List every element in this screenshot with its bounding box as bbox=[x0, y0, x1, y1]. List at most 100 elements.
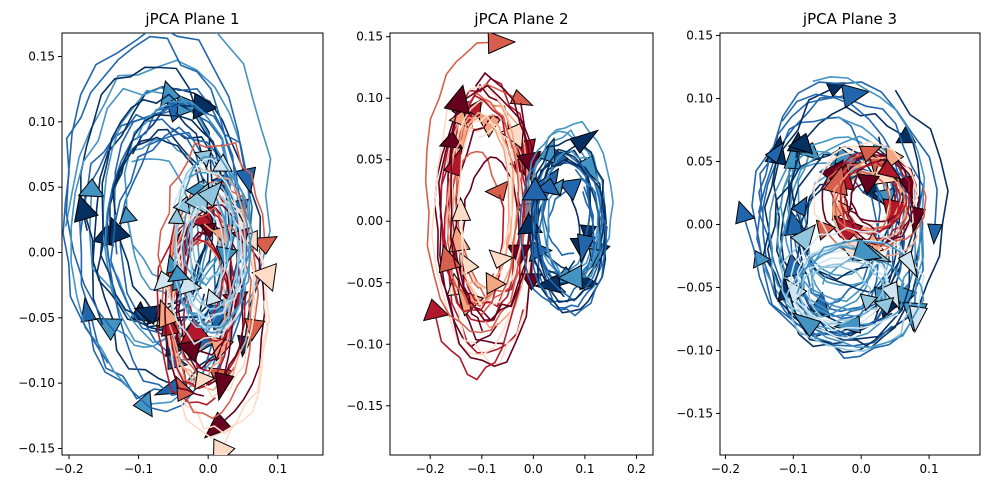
trajectory-line bbox=[822, 256, 905, 326]
trajectory-line bbox=[460, 128, 524, 310]
trajectory-line bbox=[180, 158, 254, 331]
trajectory-line bbox=[453, 113, 535, 345]
trajectory-arrowhead bbox=[167, 207, 185, 225]
x-tick-label: 0.1 bbox=[920, 462, 939, 476]
trajectory-arrowhead bbox=[927, 223, 943, 246]
y-tick-label: 0.00 bbox=[686, 217, 713, 231]
chart-title-2: jPCA Plane 2 bbox=[473, 10, 568, 28]
x-tick-label: 0.1 bbox=[575, 462, 594, 476]
y-tick-label: 0.05 bbox=[28, 180, 55, 194]
trajectory-arrowhead bbox=[194, 370, 216, 391]
ticks-2: −0.2 −0.1 0.0 0.1 0.2 −0.15 −0.10 −0.05 0.00 0.05… bbox=[346, 30, 646, 476]
trajectory-line bbox=[826, 145, 919, 255]
chart-title-3: jPCA Plane 3 bbox=[802, 10, 897, 28]
y-tick-label: −0.15 bbox=[18, 441, 55, 455]
trajectory-arrowhead bbox=[533, 273, 562, 294]
trajectory-line bbox=[62, 35, 241, 364]
trajectory-arrowhead bbox=[577, 233, 596, 264]
trajectory-arrowhead bbox=[73, 194, 99, 223]
trajectory-arrowhead bbox=[167, 264, 191, 283]
trajectory-line bbox=[91, 86, 262, 337]
trajectory-arrowhead bbox=[153, 270, 180, 292]
y-tick-label: 0.00 bbox=[356, 214, 383, 228]
x-tick-label: −0.1 bbox=[779, 462, 808, 476]
plot-panel-1: jPCA Plane 1 −0.2 −0.1 0.0 0.1−0.15−0.10−0.… bbox=[18, 10, 324, 476]
y-tick-label: 0.10 bbox=[686, 92, 713, 106]
trajectory-arrowhead bbox=[851, 237, 883, 263]
y-tick-label: −0.05 bbox=[18, 311, 55, 325]
trajectory-arrowhead bbox=[485, 271, 507, 295]
trajectory-line bbox=[451, 98, 533, 329]
trajectories-3 bbox=[735, 75, 949, 360]
trajectory-line bbox=[173, 180, 239, 329]
trajectory-arrowhead bbox=[158, 298, 180, 329]
trajectory-line bbox=[789, 174, 881, 319]
trajectory-arrowhead bbox=[80, 296, 97, 323]
trajectory-arrowhead bbox=[487, 33, 517, 55]
trajectory-arrowhead bbox=[215, 245, 239, 267]
trajectory-line bbox=[189, 195, 241, 310]
x-tick-label: 0.1 bbox=[268, 462, 287, 476]
trajectory-arrowhead bbox=[557, 178, 583, 202]
trajectory-line bbox=[772, 89, 949, 340]
trajectory-line bbox=[813, 141, 919, 255]
y-tick-label: 0.10 bbox=[28, 115, 55, 129]
trajectory-line bbox=[839, 161, 908, 234]
x-tick-label: −0.2 bbox=[416, 462, 445, 476]
trajectory-arrowhead bbox=[735, 200, 756, 225]
trajectory-line bbox=[831, 151, 911, 244]
x-tick-label: −0.2 bbox=[54, 462, 83, 476]
trajectory-line bbox=[458, 114, 513, 254]
trajectory-arrowhead bbox=[488, 249, 515, 269]
trajectory-arrowhead bbox=[521, 176, 549, 201]
y-tick-label: 0.10 bbox=[356, 91, 383, 105]
trajectory-line bbox=[449, 92, 520, 317]
trajectory-line bbox=[173, 159, 247, 319]
trajectory-arrowhead bbox=[251, 262, 278, 293]
trajectory-line bbox=[531, 145, 608, 304]
plot-panel-2: jPCA Plane 2 −0.2 −0.1 0.0 0.1 0.2 −0.15 −0.10… bbox=[346, 10, 654, 476]
trajectories-2 bbox=[422, 33, 614, 381]
y-tick-label: −0.10 bbox=[676, 343, 713, 357]
trajectory-line bbox=[455, 120, 534, 365]
chart-title-1: jPCA Plane 1 bbox=[144, 10, 239, 28]
trajectory-line bbox=[798, 265, 872, 325]
y-tick-label: −0.15 bbox=[346, 399, 383, 413]
trajectory-line bbox=[424, 41, 526, 334]
trajectory-arrowhead bbox=[569, 129, 600, 154]
trajectory-arrowhead bbox=[443, 84, 471, 115]
trajectory-line bbox=[180, 205, 226, 296]
x-tick-label: −0.2 bbox=[711, 462, 740, 476]
x-tick-label: 0.0 bbox=[852, 462, 871, 476]
trajectory-arrowhead bbox=[789, 223, 816, 253]
x-tick-label: 0.2 bbox=[627, 462, 646, 476]
trajectory-line bbox=[744, 93, 907, 337]
trajectory-arrowhead bbox=[132, 390, 153, 418]
trajectory-line bbox=[531, 162, 608, 317]
ticks-3: −0.2 −0.1 0.0 0.1 −0.15 −0.10 −0.05 0.00 0.05 0.1… bbox=[676, 29, 938, 476]
trajectory-line bbox=[847, 183, 915, 246]
trajectory-arrowhead bbox=[909, 205, 927, 235]
y-tick-label: 0.15 bbox=[28, 50, 55, 64]
trajectory-line bbox=[789, 226, 906, 332]
trajectory-arrowhead bbox=[176, 338, 203, 364]
trajectory-arrowhead bbox=[859, 293, 879, 312]
trajectory-arrowhead bbox=[873, 297, 895, 316]
trajectory-arrowhead bbox=[214, 371, 235, 402]
x-tick-label: 0.0 bbox=[524, 462, 543, 476]
trajectory-arrowhead bbox=[77, 177, 105, 198]
trajectory-line bbox=[832, 170, 891, 235]
y-tick-label: 0.00 bbox=[28, 245, 55, 259]
y-tick-label: 0.05 bbox=[356, 153, 383, 167]
y-tick-label: −0.15 bbox=[676, 406, 713, 420]
y-tick-label: 0.15 bbox=[356, 30, 383, 44]
trajectory-arrowhead bbox=[484, 180, 509, 202]
trajectory-line bbox=[839, 181, 902, 235]
trajectory-arrowhead bbox=[787, 132, 814, 155]
y-tick-label: −0.10 bbox=[346, 337, 383, 351]
trajectory-line bbox=[821, 150, 916, 250]
x-tick-label: 0.0 bbox=[199, 462, 218, 476]
plot-panel-3: jPCA Plane 3 −0.2 −0.1 0.0 0.1−0.15−0.10−0.… bbox=[676, 10, 981, 476]
trajectory-line bbox=[768, 150, 877, 318]
trajectory-arrowhead bbox=[877, 158, 902, 180]
